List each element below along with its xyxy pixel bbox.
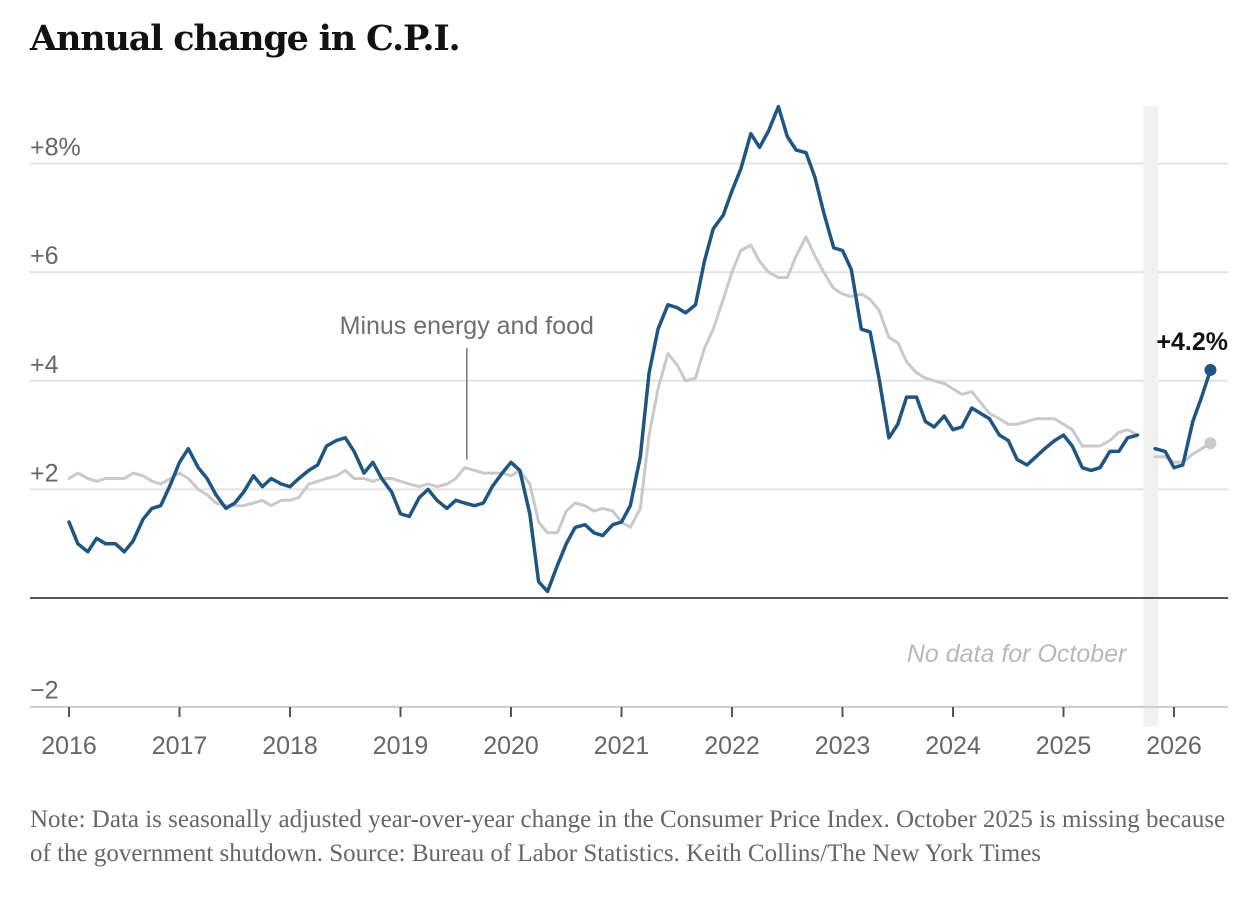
x-tick-label: 2021 — [594, 732, 650, 760]
source-note: Note: Data is seasonally adjusted year-o… — [30, 806, 1226, 867]
x-tick-label: 2018 — [262, 732, 318, 760]
end-dot-core — [1204, 437, 1217, 450]
y-tick-label: +4 — [30, 351, 59, 379]
x-tick-label: 2020 — [483, 732, 539, 760]
x-tick-label: 2024 — [925, 732, 981, 760]
missing-data-band — [1143, 106, 1159, 727]
y-tick-label: +8% — [30, 134, 81, 162]
x-axis: 2016 2017 2018 2019 2020 2021 2022 2023 2024 2025… — [30, 706, 1228, 760]
chart-title: Annual change in C.P.I. — [30, 18, 461, 59]
x-tick-label: 2026 — [1146, 732, 1202, 760]
line-chart: No data for October +8% +6 +4 +2 −2 2016 2017… — [30, 104, 1228, 760]
grid-lines — [30, 162, 1228, 708]
annotation-group: Minus energy and food — [340, 312, 594, 460]
y-tick-label: −2 — [30, 677, 59, 705]
gap-band: No data for October — [907, 106, 1159, 727]
end-dot-headline — [1204, 363, 1217, 376]
x-tick-label: 2019 — [373, 732, 429, 760]
no-data-label: No data for October — [907, 640, 1128, 668]
end-markers: +4.2% — [1156, 328, 1228, 450]
x-tick-label: 2022 — [704, 732, 760, 760]
x-tick-label: 2023 — [815, 732, 871, 760]
x-tick-label: 2025 — [1036, 732, 1092, 760]
y-tick-label: +2 — [30, 459, 59, 487]
series-line-headline — [67, 104, 1213, 594]
x-tick-label: 2016 — [41, 732, 97, 760]
end-value-label: +4.2% — [1156, 328, 1228, 356]
y-tick-label: +6 — [30, 242, 59, 270]
x-tick-label: 2017 — [152, 732, 208, 760]
series-lines — [67, 104, 1213, 594]
y-tick-labels: +8% +6 +4 +2 −2 — [30, 134, 81, 705]
annotation-label: Minus energy and food — [340, 312, 594, 340]
